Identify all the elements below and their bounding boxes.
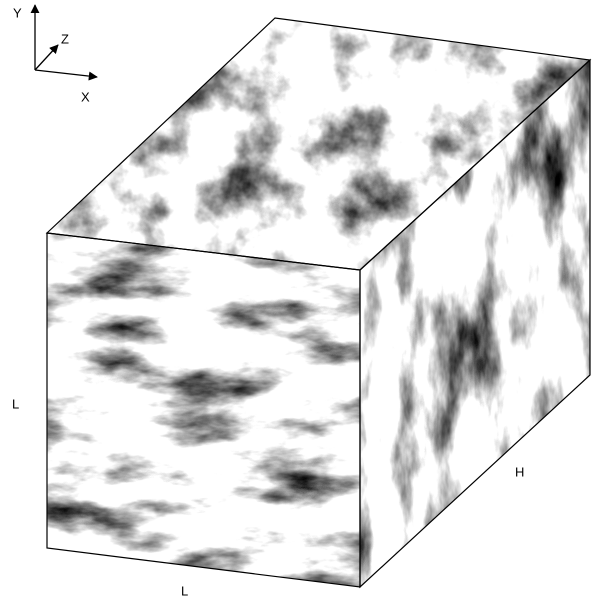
- x-axis-arrow: [34, 69, 98, 81]
- axis-triad: [30, 4, 98, 81]
- x-axis-label: X: [81, 89, 90, 104]
- y-axis-label: Y: [13, 5, 22, 20]
- height-label: L: [12, 396, 19, 411]
- depth-label: H: [515, 464, 524, 479]
- cube-edges: [45, 17, 592, 589]
- z-axis-label: Z: [61, 31, 69, 46]
- width-label: L: [181, 583, 188, 598]
- front-face: [47, 233, 360, 587]
- z-axis-arrow: [34, 44, 59, 71]
